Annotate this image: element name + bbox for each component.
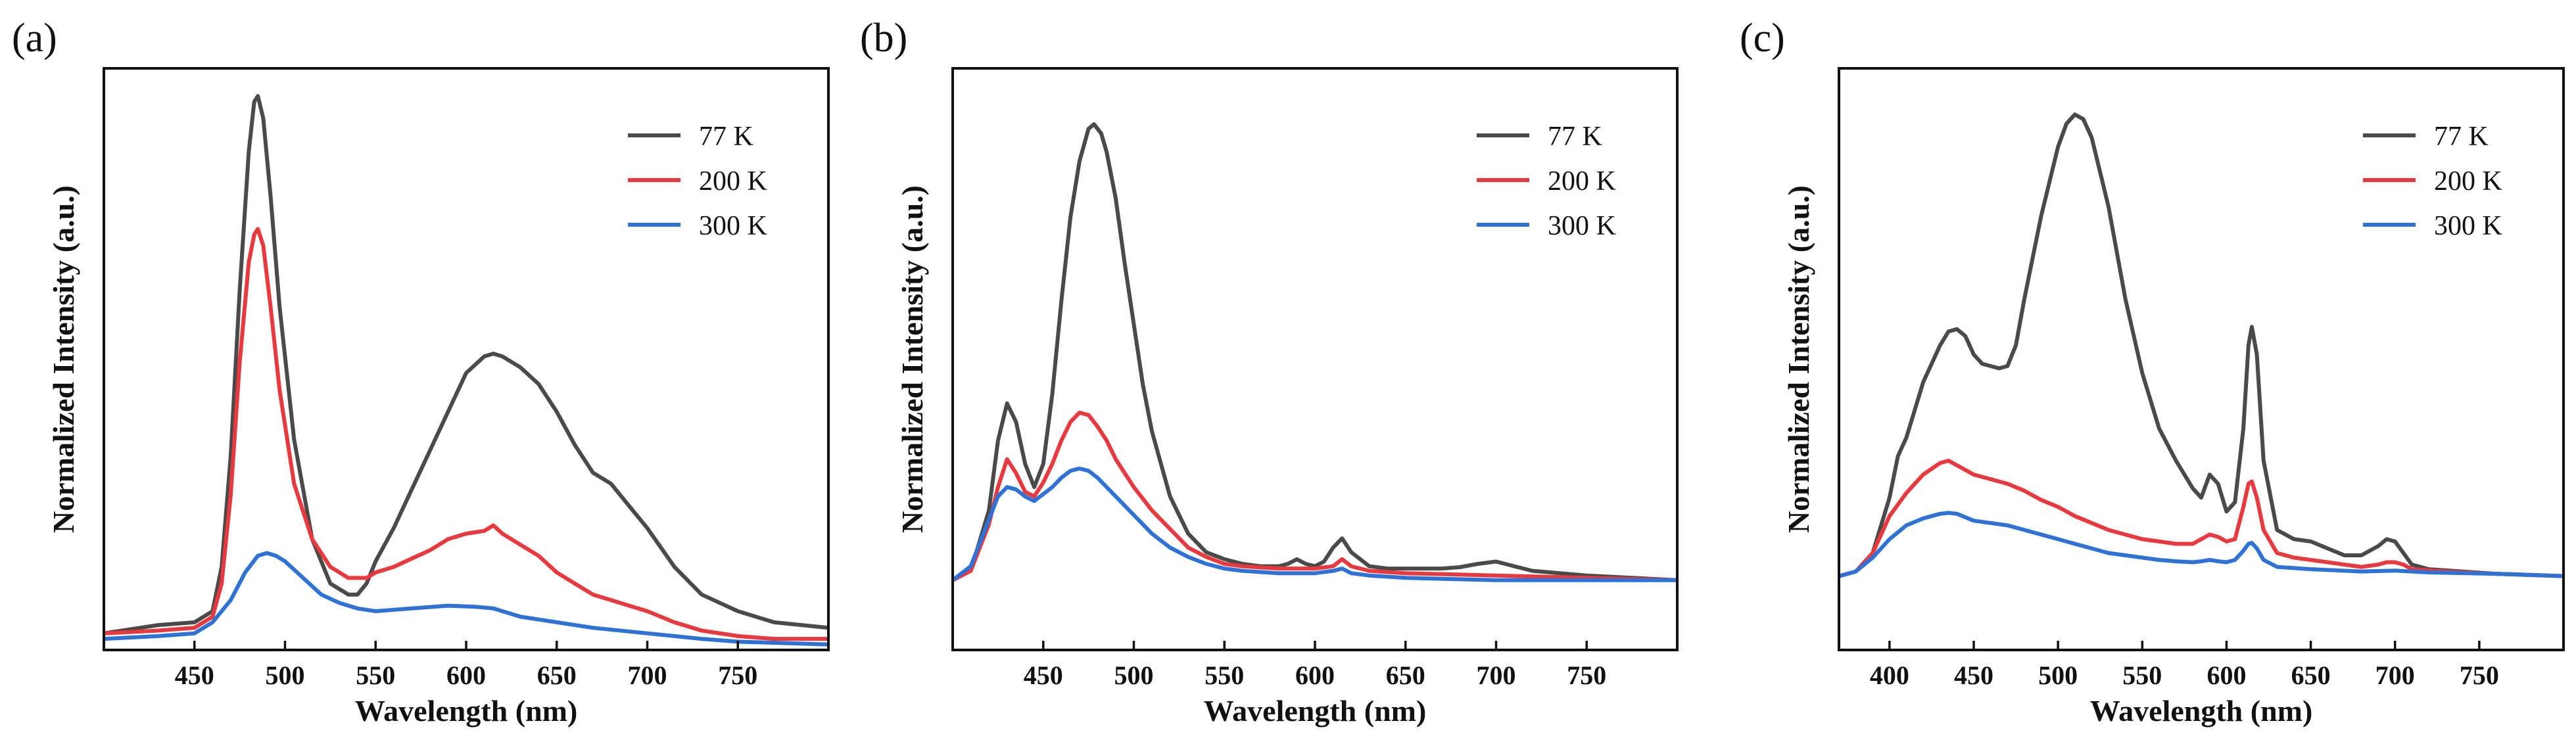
x-tick-label: 650 bbox=[2291, 660, 2331, 690]
x-tick-label: 650 bbox=[1386, 660, 1425, 690]
x-tick-label: 500 bbox=[266, 660, 305, 690]
legend-label: 300 K bbox=[2434, 211, 2502, 241]
legend-label: 77 K bbox=[1548, 122, 1602, 152]
x-tick-label: 750 bbox=[2460, 660, 2499, 690]
x-tick-label: 650 bbox=[537, 660, 577, 690]
chart-panel-c: (c) 400 450 500 550 600 650 700 750 Wavelength (n… bbox=[1740, 16, 2565, 728]
x-tick-label: 550 bbox=[1205, 660, 1244, 690]
legend-label: 200 K bbox=[1548, 166, 1616, 197]
series-line-200k bbox=[953, 410, 1677, 582]
x-tick-label: 550 bbox=[2122, 660, 2162, 690]
legend-label: 200 K bbox=[699, 166, 767, 197]
x-tick-label: 700 bbox=[1477, 660, 1516, 690]
series-line-77k bbox=[1839, 112, 2564, 578]
x-tick-label: 450 bbox=[1954, 660, 1993, 690]
y-axis-title: Normalized Intensity (a.u.) bbox=[895, 185, 929, 533]
panel-label: (b) bbox=[860, 16, 907, 60]
plot-frame bbox=[951, 67, 1679, 651]
y-axis-title: Normalized Intensity (a.u.) bbox=[47, 185, 80, 533]
x-tick-label: 500 bbox=[1114, 660, 1154, 690]
x-tick-label: 450 bbox=[1024, 660, 1063, 690]
series-line-300k bbox=[1839, 511, 2564, 578]
series-line-77k bbox=[953, 122, 1677, 582]
x-tick-label: 750 bbox=[718, 660, 757, 690]
series-line-77k bbox=[104, 94, 828, 636]
legend: 77 K 200 K 300 K bbox=[2363, 122, 2502, 241]
series-group bbox=[104, 94, 828, 647]
series-group bbox=[1839, 112, 2564, 578]
x-tick-label: 700 bbox=[2375, 660, 2415, 690]
chart-panel-a: (a) 450 500 550 600 650 700 750 Wavelength (nm) N… bbox=[12, 16, 830, 728]
x-tick-label: 750 bbox=[1567, 660, 1606, 690]
x-axis-title: Wavelength (nm) bbox=[355, 694, 578, 728]
series-line-300k bbox=[104, 551, 828, 647]
legend-label: 77 K bbox=[2434, 122, 2489, 152]
x-tick-label: 600 bbox=[446, 660, 486, 690]
x-axis-title: Wavelength (nm) bbox=[2090, 694, 2313, 728]
x-tick-label: 550 bbox=[356, 660, 395, 690]
legend-label: 300 K bbox=[699, 211, 767, 241]
legend: 77 K 200 K 300 K bbox=[628, 122, 767, 241]
legend-label: 200 K bbox=[2434, 166, 2502, 197]
chart-panel-b: (b) 450 500 550 600 650 700 750 Wavelength (nm) N… bbox=[860, 16, 1679, 728]
plot-frame bbox=[1838, 67, 2565, 651]
series-line-200k bbox=[1839, 459, 2564, 578]
legend: 77 K 200 K 300 K bbox=[1477, 122, 1616, 241]
series-line-200k bbox=[104, 227, 828, 641]
y-axis-title: Normalized Intensity (a.u.) bbox=[1782, 185, 1815, 533]
series-group bbox=[953, 122, 1677, 582]
panel-label: (a) bbox=[12, 16, 57, 60]
x-tick-label: 600 bbox=[1295, 660, 1335, 690]
plot-frame bbox=[103, 67, 830, 651]
legend-label: 300 K bbox=[1548, 211, 1616, 241]
series-line-300k bbox=[953, 466, 1677, 582]
panel-label: (c) bbox=[1740, 16, 1785, 60]
x-tick-label: 500 bbox=[2038, 660, 2078, 690]
legend-label: 77 K bbox=[699, 122, 753, 152]
x-tick-label: 700 bbox=[628, 660, 667, 690]
x-axis-title: Wavelength (nm) bbox=[1204, 694, 1427, 728]
x-tick-label: 450 bbox=[175, 660, 214, 690]
x-tick-label: 400 bbox=[1870, 660, 1909, 690]
x-tick-label: 600 bbox=[2206, 660, 2246, 690]
